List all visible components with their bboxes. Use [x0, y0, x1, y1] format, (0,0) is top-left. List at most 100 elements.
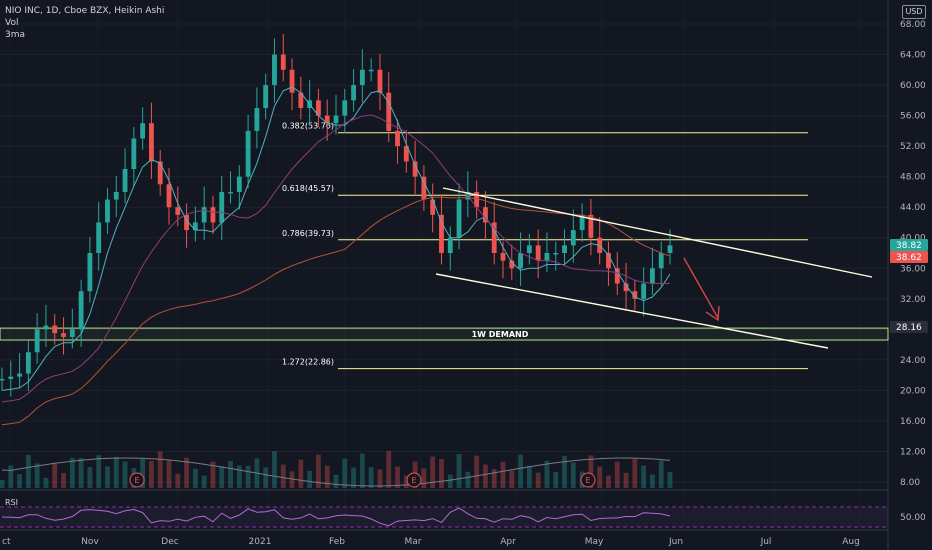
volume-bar [307, 470, 313, 488]
volume-bar [483, 464, 488, 488]
volume-bar [0, 480, 5, 488]
candle-body [254, 107, 260, 131]
volume-bar [280, 464, 286, 488]
candle-body [140, 123, 146, 139]
volume-bar [447, 474, 453, 488]
price-tick-label: 36.00 [900, 264, 926, 274]
volume-average-line [1, 457, 671, 487]
candle-body [570, 230, 576, 246]
candle-body [447, 237, 453, 253]
fib-level-label: 0.618(45.57) [282, 184, 334, 193]
time-tick-label: Mar [405, 537, 422, 547]
candle-body [236, 176, 242, 192]
volume-bar [201, 475, 207, 488]
volume-bar [87, 467, 93, 488]
price-tick-label: 12.00 [900, 447, 926, 457]
volume-bar [43, 477, 49, 488]
price-tick-label: 68.00 [900, 20, 926, 30]
volume-bar [623, 472, 629, 488]
rsi-axis-label: 50.00 [900, 513, 926, 523]
candle-body [96, 222, 102, 253]
candle-body [78, 291, 84, 330]
price-tick-label: 24.00 [900, 356, 926, 366]
earnings-marker[interactable] [129, 472, 145, 488]
candle-body [122, 169, 128, 192]
volume-bar [562, 455, 567, 488]
volume-bar [386, 451, 392, 488]
candle-body [377, 69, 383, 93]
channel-lower-line[interactable] [435, 273, 829, 349]
candle-body [614, 268, 620, 284]
candle-body [658, 253, 664, 269]
rsi-band [0, 507, 888, 527]
moving-average-label: 3ma [5, 30, 26, 40]
candle-body [474, 191, 480, 208]
candle-body [61, 333, 66, 337]
candle-body [439, 214, 444, 253]
volume-bar [61, 472, 66, 488]
moving-average-long [1, 196, 671, 426]
candle-body [491, 222, 497, 253]
price-tick-label: 48.00 [900, 173, 926, 183]
volume-bar [324, 465, 330, 488]
volume-bar [78, 458, 84, 488]
volume-bar [140, 458, 146, 488]
candle-body [43, 325, 49, 330]
volume-bar [641, 465, 647, 488]
time-tick-label: Dec [161, 537, 178, 547]
price-tick-label: 8.00 [900, 478, 920, 488]
volume-bar [474, 455, 480, 488]
channel-upper-line[interactable] [442, 187, 873, 278]
candle-body [34, 329, 40, 353]
price-tick-label: 40.00 [900, 234, 926, 244]
candle-body [272, 54, 277, 86]
volume-bar [597, 466, 603, 488]
candle-body [263, 85, 269, 108]
candle-body [500, 253, 506, 261]
candle-body [245, 130, 251, 177]
volume-bar [316, 454, 321, 488]
volume-bar [588, 455, 594, 488]
earnings-marker[interactable] [406, 472, 422, 488]
earnings-marker-label: E [411, 476, 416, 485]
candle-body [342, 100, 348, 116]
candle-body [359, 69, 365, 86]
currency-button[interactable]: USD [902, 5, 926, 19]
volume-bar [210, 461, 216, 488]
price-badge [890, 321, 928, 333]
time-tick-label: Jul [760, 537, 772, 547]
candle-body [351, 85, 356, 101]
candle-body [632, 291, 638, 299]
demand-zone[interactable] [0, 327, 889, 341]
candle-body [526, 245, 532, 253]
candle-body [149, 123, 154, 162]
candle-body [201, 207, 207, 223]
candle-body [403, 146, 409, 162]
volume-bar [439, 459, 444, 488]
volume-bar [526, 465, 532, 488]
volume-bar [175, 473, 181, 488]
candle-body [69, 329, 75, 337]
candle-body [8, 376, 14, 379]
candle-body [483, 207, 488, 223]
forecast-arrow-head [705, 305, 720, 322]
volume-bar [122, 461, 128, 488]
volume-bar [518, 454, 523, 488]
forecast-arrow[interactable] [683, 257, 719, 319]
candle-body [562, 245, 567, 253]
volume-bar [359, 453, 365, 488]
volume-bar [52, 462, 58, 488]
rsi-label: RSI [5, 498, 18, 507]
volume-bar [333, 474, 339, 488]
time-tick-label: Apr [500, 537, 516, 547]
price-tick-label: 60.00 [900, 81, 926, 91]
candle-body [210, 207, 216, 223]
price-tick-label: 44.00 [900, 203, 926, 213]
volume-bar [342, 458, 348, 488]
volume-bar [192, 468, 198, 488]
earnings-marker[interactable] [580, 472, 596, 488]
volume-bar [245, 465, 251, 488]
volume-bar [368, 467, 374, 488]
volume-bar [17, 474, 22, 488]
